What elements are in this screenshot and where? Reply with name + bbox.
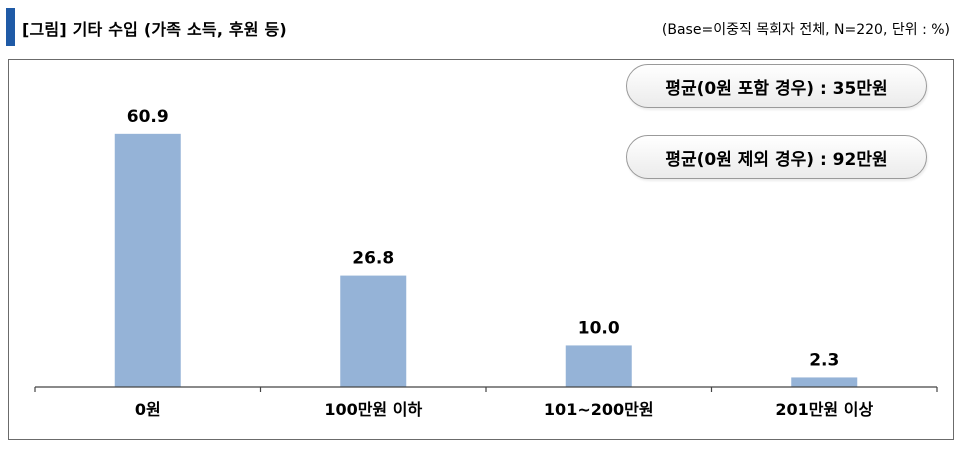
bar-1 — [340, 275, 407, 387]
chart-frame — [8, 59, 954, 440]
value-label-3: 2.3 — [809, 350, 839, 370]
bar-0 — [114, 133, 181, 387]
bar-3 — [791, 377, 858, 387]
value-label-2: 10.0 — [578, 318, 620, 338]
average-without-zero-callout: 평균(0원 제외 경우) : 92만원 — [626, 135, 927, 179]
category-label-3: 201만원 이상 — [775, 400, 873, 419]
category-label-1: 100만원 이하 — [324, 400, 422, 419]
base-note: (Base=이중직 목회자 전체, N=220, 단위 : %) — [661, 22, 950, 38]
value-label-1: 26.8 — [352, 249, 394, 269]
value-label-0: 60.9 — [127, 107, 169, 127]
bar-2 — [565, 345, 632, 387]
average-with-zero-callout: 평균(0원 포함 경우) : 35만원 — [626, 64, 927, 108]
category-label-2: 101~200만원 — [544, 400, 654, 419]
title-accent-bar — [6, 8, 15, 46]
chart-title: [그림] 기타 수입 (가족 소득, 후원 등) — [22, 20, 287, 39]
category-label-0: 0원 — [135, 400, 161, 419]
